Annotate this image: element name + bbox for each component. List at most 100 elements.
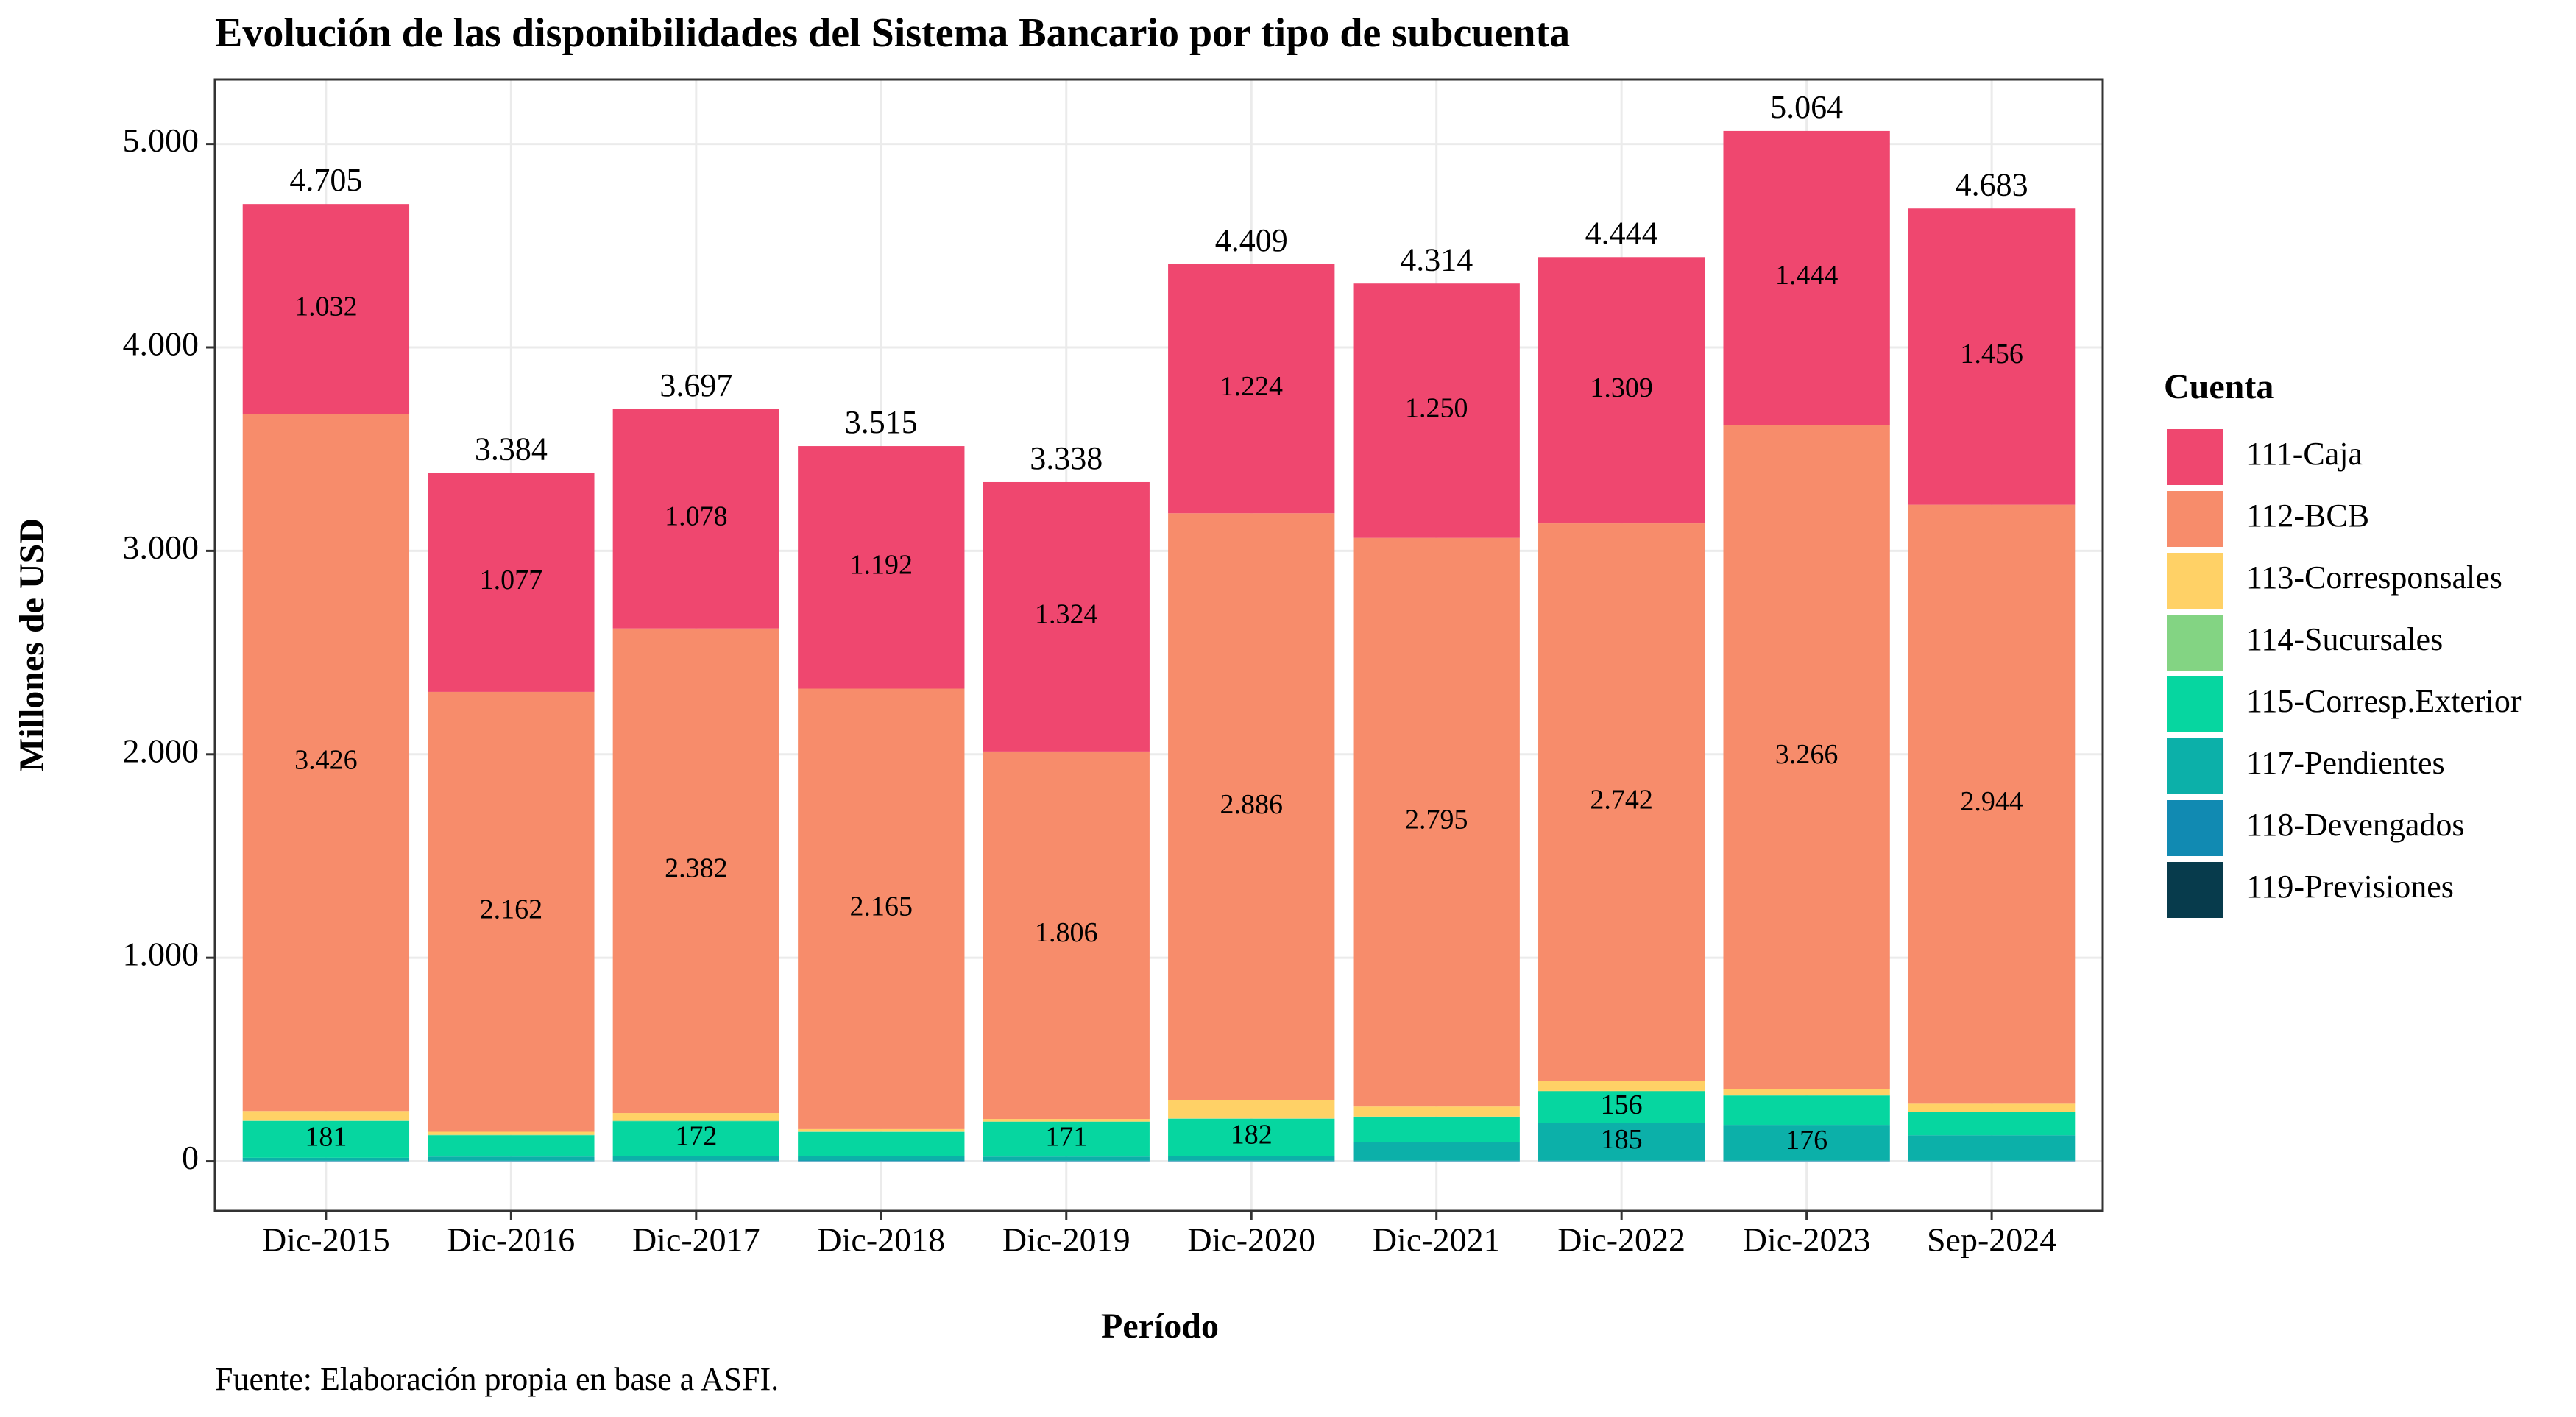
- value-label: 2.382: [665, 853, 728, 884]
- bar-segment: [1723, 425, 1890, 1089]
- value-label: 1.324: [1035, 599, 1098, 630]
- value-label: 1.444: [1775, 260, 1839, 291]
- bar-segment: [1723, 130, 1890, 425]
- legend-key: [2167, 491, 2223, 547]
- bar-segment: [612, 409, 779, 629]
- value-label: 2.795: [1405, 805, 1468, 835]
- x-tick-label: Dic-2017: [632, 1221, 760, 1259]
- bar-segment: [798, 446, 965, 689]
- total-label: 4.444: [1585, 215, 1658, 251]
- bar-segment: [242, 204, 410, 414]
- bar-segment: [242, 1160, 410, 1162]
- value-label: 3.266: [1775, 739, 1839, 770]
- bar-segment: [1538, 1091, 1705, 1123]
- legend-label: 114-Sucursales: [2246, 621, 2443, 657]
- legend-label: 118-Devengados: [2246, 807, 2465, 843]
- bar-segment: [1168, 264, 1335, 514]
- bar-segment: [428, 1134, 595, 1136]
- bar-segment: [1168, 1118, 1335, 1156]
- value-label: 172: [675, 1121, 717, 1152]
- value-label: 171: [1045, 1121, 1087, 1152]
- value-label: 185: [1601, 1124, 1643, 1155]
- chart-title: Evolución de las disponibilidades del Si…: [215, 10, 1570, 56]
- x-axis-title: Período: [1101, 1307, 1219, 1346]
- x-tick-label: Dic-2020: [1187, 1221, 1315, 1259]
- legend-key: [2167, 553, 2223, 609]
- value-label: 1.806: [1035, 917, 1098, 948]
- value-label: 2.742: [1590, 785, 1653, 816]
- bar-segment: [983, 1121, 1150, 1122]
- x-tick-label: Dic-2018: [817, 1221, 945, 1259]
- legend-key: [2167, 676, 2223, 732]
- legend-key: [2167, 800, 2223, 856]
- value-label: 181: [305, 1122, 347, 1153]
- bar-segment: [1353, 1160, 1520, 1162]
- bar-segment: [1538, 1160, 1705, 1162]
- bar-segment: [1168, 1160, 1335, 1162]
- y-axis-title: Millones de USD: [13, 518, 52, 771]
- y-tick-label: 1.000: [123, 936, 199, 973]
- bar-segment: [428, 1131, 595, 1135]
- bar-segment: [1723, 1160, 1890, 1162]
- bar-segment: [798, 688, 965, 1129]
- bar-segment: [798, 1128, 965, 1132]
- total-label: 3.515: [845, 404, 918, 440]
- legend-key: [2167, 615, 2223, 671]
- bar-segment: [428, 1156, 595, 1161]
- bar-segment: [983, 1160, 1150, 1162]
- bar-segment: [242, 1120, 410, 1158]
- legend-label: 111-Caja: [2246, 436, 2363, 472]
- bar-segment: [1723, 1089, 1890, 1095]
- value-label: 1.077: [480, 565, 543, 596]
- legend-key: [2167, 862, 2223, 918]
- bar-segment: [1908, 1112, 2076, 1136]
- bar-segment: [1353, 1117, 1520, 1142]
- value-label: 2.944: [1960, 786, 2023, 817]
- y-tick-label: 3.000: [123, 529, 199, 566]
- bar-segment: [242, 1111, 410, 1121]
- bar-segment: [612, 1113, 779, 1121]
- x-tick-label: Dic-2015: [262, 1221, 390, 1259]
- legend-key: [2167, 738, 2223, 794]
- bar-segment: [798, 1131, 965, 1156]
- y-tick-label: 0: [182, 1139, 199, 1176]
- bar-segment: [798, 1131, 965, 1132]
- bar-segment: [1353, 537, 1520, 1107]
- bar-segment: [1723, 1095, 1890, 1096]
- bar-segment: [983, 1119, 1150, 1122]
- x-tick-label: Dic-2021: [1373, 1221, 1501, 1259]
- total-label: 4.314: [1400, 241, 1473, 278]
- bar-segment: [983, 481, 1150, 752]
- legend-label: 117-Pendientes: [2246, 745, 2445, 781]
- bar-segment: [612, 1120, 779, 1122]
- total-label: 4.705: [289, 162, 362, 198]
- value-label: 156: [1601, 1089, 1643, 1120]
- bar-segment: [428, 473, 595, 692]
- bar-segment: [1908, 1160, 2076, 1162]
- total-label: 3.338: [1030, 440, 1103, 476]
- y-tick-label: 4.000: [123, 325, 199, 363]
- total-label: 3.697: [659, 367, 732, 403]
- value-label: 182: [1231, 1120, 1273, 1151]
- value-label: 1.032: [294, 291, 358, 322]
- bar-segment: [1538, 257, 1705, 524]
- x-tick-label: Dic-2016: [447, 1221, 575, 1259]
- value-label: 3.426: [294, 745, 358, 776]
- total-label: 5.064: [1770, 89, 1843, 125]
- bar-segment: [1168, 1118, 1335, 1119]
- bar-segment: [1168, 1100, 1335, 1119]
- bar-segment: [1723, 1095, 1890, 1126]
- bar-segment: [612, 1160, 779, 1162]
- legend-label: 119-Previsiones: [2246, 869, 2454, 905]
- bar-segment: [983, 751, 1150, 1120]
- x-tick-label: Dic-2022: [1557, 1221, 1685, 1259]
- bar-segment: [612, 1121, 779, 1156]
- x-tick-label: Dic-2023: [1743, 1221, 1871, 1259]
- bar-segment: [1538, 1081, 1705, 1091]
- total-label: 3.384: [475, 431, 548, 467]
- bar-segment: [1538, 1123, 1705, 1161]
- value-label: 2.162: [480, 894, 543, 925]
- value-label: 2.165: [850, 891, 913, 922]
- value-label: 1.250: [1405, 393, 1468, 424]
